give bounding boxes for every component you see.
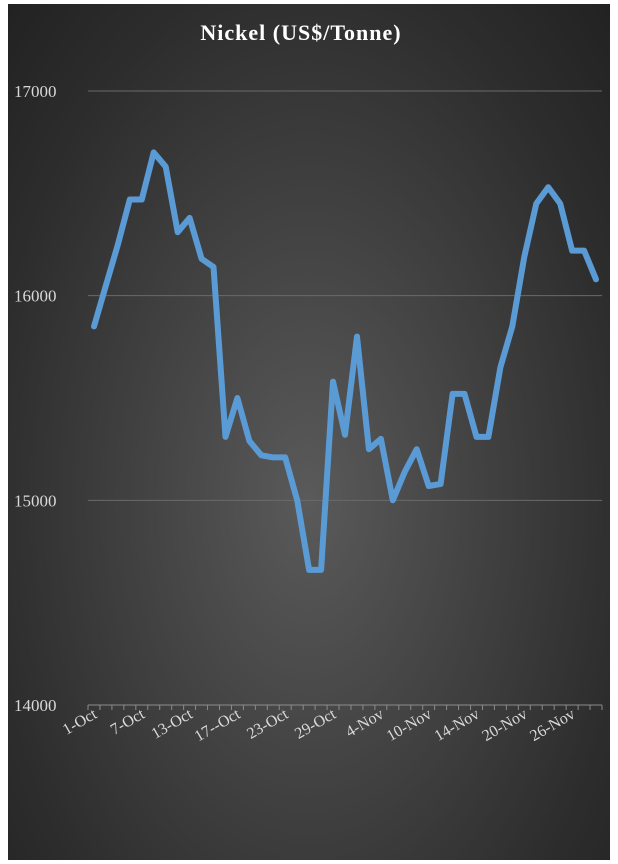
x-tick-label: 14-Nov [432, 706, 483, 745]
chart-frame: Nickel (US$/Tonne) 14000 15000 16000 17000 … [8, 4, 610, 860]
x-tick-label: 10-Nov [384, 706, 435, 745]
gridlines [88, 90, 602, 501]
x-tick-label: 29-Oct [292, 705, 339, 742]
x-tick-label: 23-Oct [244, 705, 291, 742]
x-tick-label: 7-Oct [108, 705, 149, 738]
y-tick-label-14000: 14000 [14, 696, 57, 715]
y-tick-label-15000: 15000 [14, 491, 57, 510]
y-axis-tick-labels: 14000 15000 16000 17000 [14, 82, 57, 715]
x-tick-label: 20-Nov [479, 706, 530, 745]
x-tick-label: 26-Nov [527, 706, 578, 745]
x-tick-label: 17--Oct [192, 705, 244, 745]
series-line-nickel [91, 149, 599, 573]
x-tick-label: 1-Oct [60, 705, 101, 738]
chart-title: Nickel (US$/Tonne) [200, 20, 401, 45]
y-tick-label-16000: 16000 [14, 287, 57, 306]
nickel-price-chart: Nickel (US$/Tonne) 14000150001600017000 … [14, 20, 603, 745]
x-tick-label: 4-Nov [343, 706, 387, 741]
series-lines [91, 149, 599, 573]
x-tick-label: 13-Oct [149, 705, 196, 742]
y-tick-label-17000: 17000 [14, 82, 57, 101]
x-axis [87, 704, 603, 710]
